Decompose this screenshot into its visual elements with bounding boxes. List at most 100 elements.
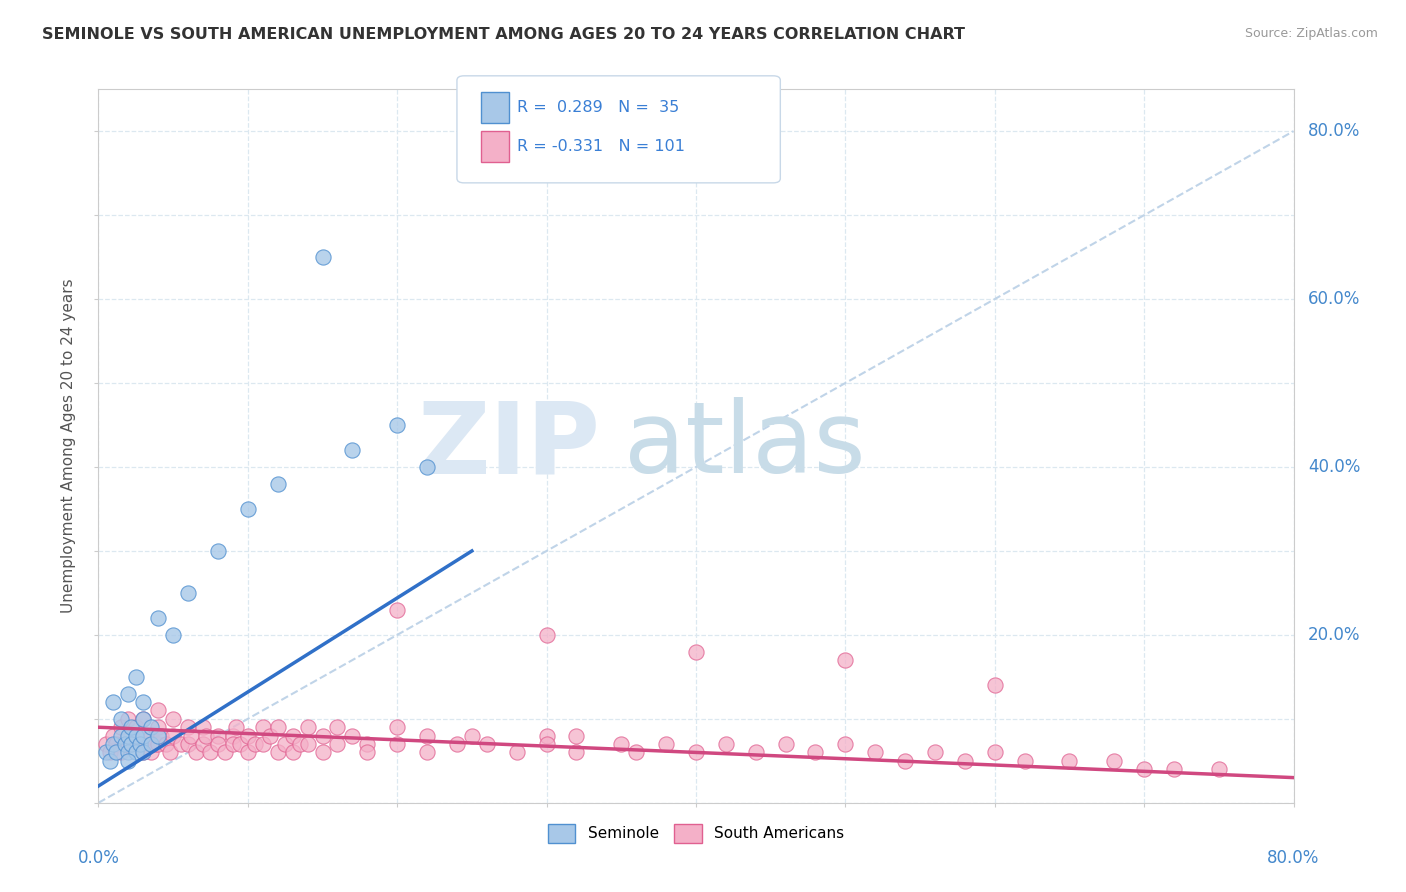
Point: [117, 737, 139, 751]
Point: [626, 746, 648, 760]
Point: [114, 737, 136, 751]
Point: [177, 737, 200, 751]
Point: [714, 737, 737, 751]
Point: [252, 737, 274, 751]
Point: [288, 737, 311, 751]
Point: [169, 737, 191, 751]
Point: [148, 720, 170, 734]
Point: [236, 729, 259, 743]
Text: 40.0%: 40.0%: [1308, 458, 1360, 476]
Point: [117, 729, 139, 743]
Point: [953, 754, 976, 768]
Point: [1133, 762, 1156, 776]
Point: [610, 737, 633, 751]
Point: [775, 737, 797, 751]
Point: [1208, 762, 1230, 776]
Point: [103, 737, 125, 751]
Point: [1014, 754, 1036, 768]
Point: [326, 737, 349, 751]
Point: [475, 737, 498, 751]
Point: [132, 729, 155, 743]
Point: [565, 729, 588, 743]
Point: [155, 737, 177, 751]
Point: [162, 628, 184, 642]
Point: [150, 729, 173, 743]
Point: [177, 720, 200, 734]
Point: [536, 737, 558, 751]
Point: [125, 720, 148, 734]
Point: [191, 720, 214, 734]
Point: [120, 720, 142, 734]
Point: [536, 628, 558, 642]
Point: [125, 737, 148, 751]
Point: [274, 737, 297, 751]
Text: 0.0%: 0.0%: [77, 849, 120, 867]
Point: [385, 720, 409, 734]
Point: [342, 729, 364, 743]
Point: [103, 729, 125, 743]
Point: [804, 746, 827, 760]
Point: [110, 746, 132, 760]
Point: [114, 737, 136, 751]
Point: [225, 720, 247, 734]
Point: [132, 729, 155, 743]
Point: [110, 729, 132, 743]
Point: [311, 729, 333, 743]
Point: [148, 703, 170, 717]
Point: [461, 729, 484, 743]
Point: [94, 737, 117, 751]
Point: [125, 729, 148, 743]
Point: [110, 720, 132, 734]
Text: 80.0%: 80.0%: [1308, 122, 1360, 140]
Point: [110, 712, 132, 726]
Text: Source: ZipAtlas.com: Source: ZipAtlas.com: [1244, 27, 1378, 40]
Point: [125, 746, 148, 760]
Text: 60.0%: 60.0%: [1308, 290, 1360, 308]
Point: [565, 746, 588, 760]
Point: [1163, 762, 1185, 776]
Point: [416, 460, 439, 475]
Point: [252, 720, 274, 734]
Point: [1104, 754, 1126, 768]
Point: [132, 746, 155, 760]
Point: [132, 746, 155, 760]
Point: [865, 746, 887, 760]
Point: [98, 746, 122, 760]
Point: [207, 544, 229, 558]
Point: [207, 729, 229, 743]
Point: [125, 670, 148, 684]
Point: [191, 737, 214, 751]
Text: 20.0%: 20.0%: [1308, 626, 1361, 644]
Point: [342, 443, 364, 458]
Point: [105, 746, 128, 760]
Point: [120, 737, 142, 751]
Point: [267, 720, 290, 734]
Text: ZIP: ZIP: [418, 398, 600, 494]
Point: [924, 746, 946, 760]
Point: [506, 746, 529, 760]
Point: [117, 712, 139, 726]
Point: [103, 695, 125, 709]
Point: [129, 737, 152, 751]
Point: [98, 754, 122, 768]
Point: [222, 729, 245, 743]
Point: [259, 729, 281, 743]
Point: [267, 476, 290, 491]
Text: R =  0.289   N =  35: R = 0.289 N = 35: [517, 100, 679, 114]
Point: [685, 746, 707, 760]
Point: [143, 737, 166, 751]
Point: [159, 746, 181, 760]
Point: [177, 586, 200, 600]
Point: [105, 737, 128, 751]
Point: [281, 729, 304, 743]
Point: [745, 746, 768, 760]
Point: [139, 729, 162, 743]
Point: [984, 678, 1007, 692]
Point: [214, 746, 236, 760]
Point: [120, 729, 142, 743]
Point: [139, 746, 162, 760]
Point: [135, 737, 157, 751]
Point: [1059, 754, 1081, 768]
Point: [117, 754, 139, 768]
Point: [184, 746, 207, 760]
